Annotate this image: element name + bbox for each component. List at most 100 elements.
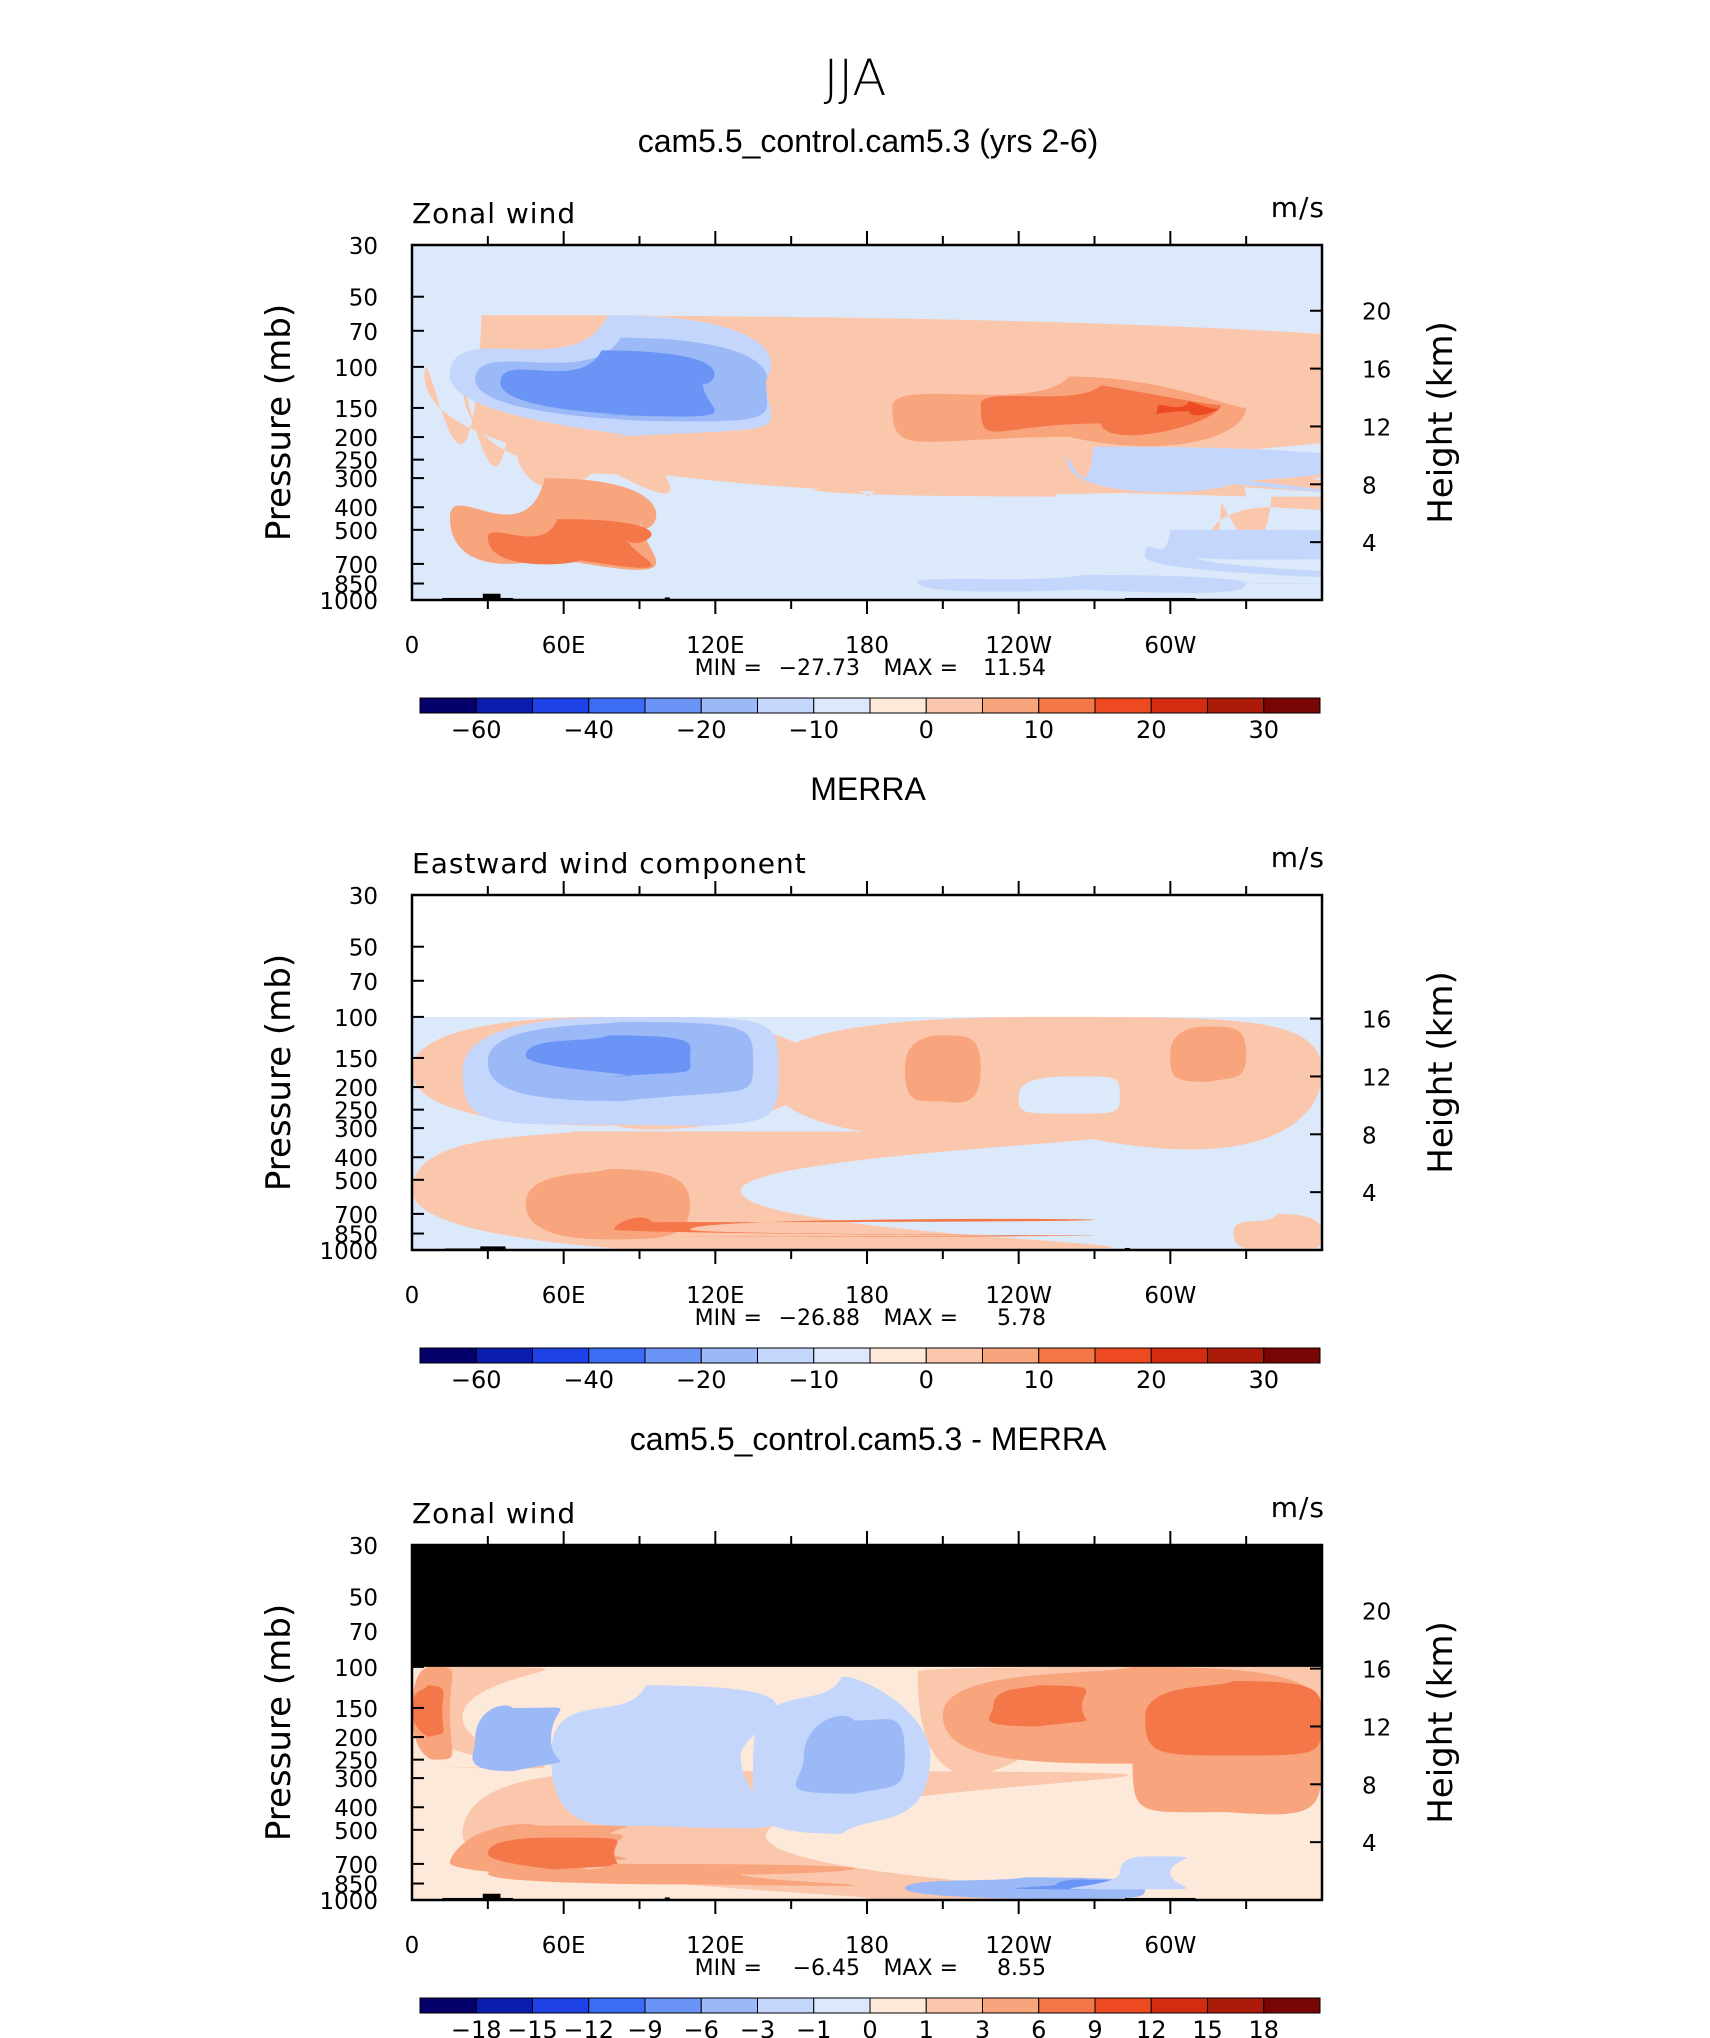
y-tick-label: 150 [334, 1047, 378, 1073]
y-tick-label: 300 [334, 1767, 378, 1793]
x-tick-label: 120E [686, 1283, 744, 1309]
y-tick-label: 200 [334, 426, 378, 452]
colorbar-box [1150, 697, 1208, 714]
contour-region [487, 1837, 618, 1870]
colorbar-box [588, 1997, 646, 2014]
y-tick-label: 30 [349, 1534, 378, 1560]
colorbar-label: 9 [1087, 2016, 1102, 2038]
max-label: MAX = [883, 1306, 958, 1331]
y-axis-label: Pressure (mb) [259, 1604, 299, 1841]
colorbar-label: 6 [1031, 2016, 1046, 2038]
x-tick-label: 120W [985, 633, 1052, 659]
y-tick-label: 400 [334, 1146, 378, 1172]
y-tick-label: 500 [334, 1819, 378, 1845]
colorbar-label: −60 [451, 716, 502, 744]
colorbar-label: 0 [862, 2016, 877, 2038]
colorbar-box [757, 1997, 815, 2014]
min-label: MIN = [695, 1306, 762, 1331]
colorbar-box [757, 1347, 815, 1364]
topography [664, 597, 670, 600]
x-tick-label: 120W [985, 1283, 1052, 1309]
masked-region [412, 1545, 1322, 1667]
contour-region [1018, 1076, 1120, 1114]
contour-region [551, 1685, 777, 1829]
colorbar-box [869, 1347, 927, 1364]
x-tick-label: 60W [1144, 633, 1196, 659]
y-tick-label: 100 [334, 1006, 378, 1032]
colorbar-box [1263, 1997, 1321, 2014]
y-tick-label: 700 [334, 1203, 378, 1229]
x-tick-label: 0 [405, 1933, 420, 1959]
colorbar-label: −10 [788, 716, 839, 744]
colorbar-label: 1 [919, 2016, 934, 2038]
colorbar-label: −3 [740, 2016, 775, 2038]
colorbar-box [1263, 697, 1321, 714]
height-tick-label: 20 [1362, 1600, 1391, 1626]
height-tick-label: 4 [1362, 1181, 1377, 1207]
contour-region [1066, 446, 1322, 493]
y-tick-label: 100 [334, 1656, 378, 1682]
colorbar-label: −12 [563, 2016, 614, 2038]
colorbar-label: −20 [676, 1366, 727, 1394]
colorbar-box [982, 1347, 1040, 1364]
colorbar-label: −60 [451, 1366, 502, 1394]
colorbar-box [813, 697, 871, 714]
x-tick-label: 60E [542, 633, 586, 659]
max-label: MAX = [883, 656, 958, 681]
panel-3: cam5.5_control.cam5.3 - MERRA Zonal wind m… [259, 1421, 1461, 2038]
figure-title: JJA [824, 49, 887, 107]
colorbar-box [813, 1347, 871, 1364]
plot-area [412, 1545, 1322, 1900]
units-label: m/s [1271, 841, 1325, 874]
colorbar-box [419, 697, 477, 714]
contour-region [1145, 1681, 1322, 1756]
y-tick-label: 700 [334, 1853, 378, 1879]
y-tick-label: 850 [334, 1223, 378, 1249]
y-tick-label: 250 [334, 1099, 378, 1125]
y-tick-label: 250 [334, 449, 378, 475]
colorbar-box [1150, 1347, 1208, 1364]
x-tick-label: 60E [542, 1283, 586, 1309]
min-value: −26.88 [779, 1306, 860, 1331]
colorbar-box [1038, 1997, 1096, 2014]
colorbar-box [982, 697, 1040, 714]
height-tick-label: 8 [1362, 1773, 1377, 1799]
units-label: m/s [1271, 191, 1325, 224]
y-tick-label: 200 [334, 1726, 378, 1752]
x-tick-label: 60W [1144, 1933, 1196, 1959]
colorbar-label: 30 [1248, 716, 1279, 744]
missing-region-top [412, 895, 1322, 1017]
colorbar-box [925, 1997, 983, 2014]
colorbar-label: −1 [796, 2016, 831, 2038]
colorbar-box [700, 1997, 758, 2014]
colorbar-label: −18 [451, 2016, 502, 2038]
height-tick-label: 8 [1362, 1123, 1377, 1149]
x-tick-label: 180 [845, 1283, 889, 1309]
min-label: MIN = [695, 1956, 762, 1981]
colorbar-label: −10 [788, 1366, 839, 1394]
topography [664, 1897, 670, 1900]
y-tick-label: 700 [334, 553, 378, 579]
height-tick-label: 16 [1362, 1008, 1391, 1034]
x-tick-label: 180 [845, 633, 889, 659]
max-value: 5.78 [997, 1306, 1046, 1331]
contour-region [795, 1715, 905, 1794]
colorbar-box [1207, 1997, 1265, 2014]
height-tick-label: 12 [1362, 415, 1391, 441]
colorbar-label: −20 [676, 716, 727, 744]
y-tick-label: 850 [334, 573, 378, 599]
x-tick-label: 180 [845, 1933, 889, 1959]
contour-region [904, 1035, 981, 1103]
colorbar-label: 20 [1136, 716, 1167, 744]
contour-region [487, 519, 652, 568]
panel-1: cam5.5_control.cam5.3 (yrs 2-6) Zonal win… [259, 123, 1461, 744]
contour-region [487, 1863, 856, 1886]
height-tick-label: 4 [1362, 1831, 1377, 1857]
y-tick-label: 50 [349, 936, 378, 962]
height-tick-label: 20 [1362, 300, 1391, 326]
min-value: −27.73 [779, 656, 860, 681]
colorbar-label: −40 [563, 716, 614, 744]
height-tick-label: 4 [1362, 531, 1377, 557]
height-tick-label: 8 [1362, 473, 1377, 499]
